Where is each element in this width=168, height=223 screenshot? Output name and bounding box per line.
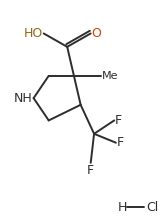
Text: F: F: [117, 136, 124, 149]
Text: H: H: [118, 201, 127, 214]
Text: F: F: [87, 164, 94, 177]
Text: Me: Me: [102, 71, 118, 81]
Text: O: O: [92, 27, 101, 40]
Text: Cl: Cl: [146, 201, 158, 214]
Text: F: F: [115, 114, 122, 127]
Text: HO: HO: [24, 27, 43, 40]
Text: NH: NH: [14, 92, 33, 105]
